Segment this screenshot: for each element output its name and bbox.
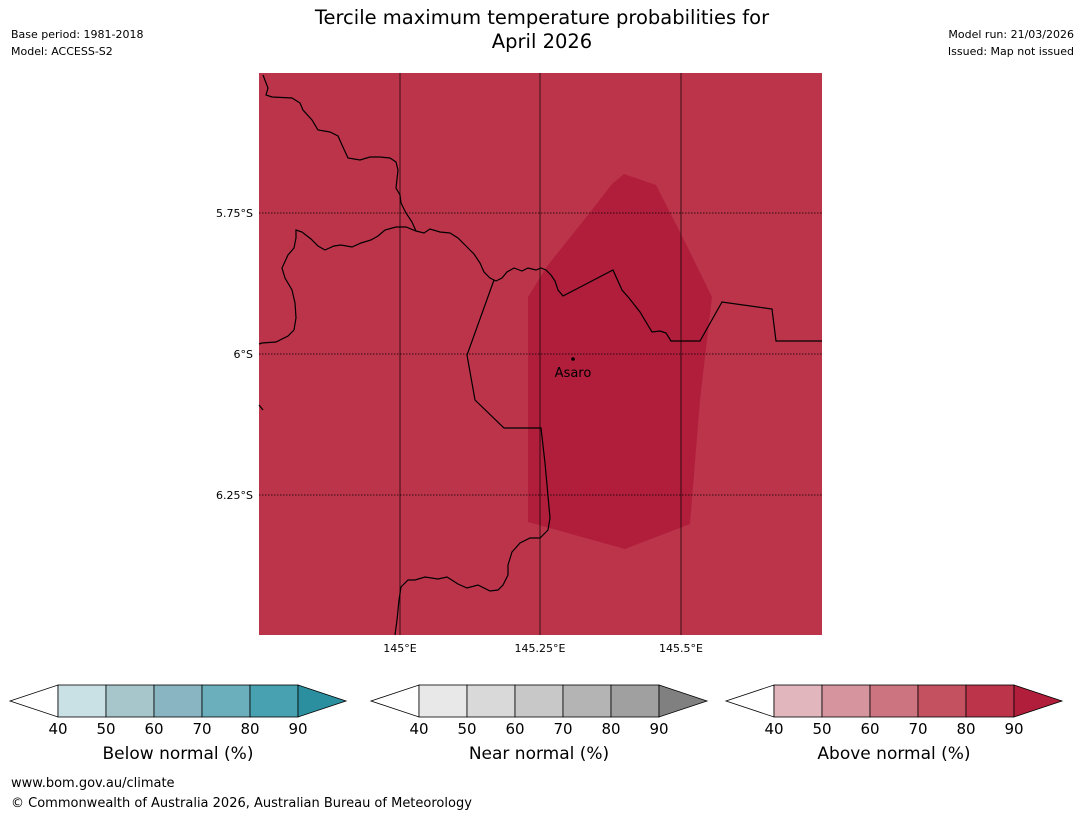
lon-label-145-5: 145.5°E bbox=[659, 642, 703, 655]
lat-label-6: 6°S bbox=[234, 348, 253, 361]
colorbar-tick-label: 70 bbox=[908, 720, 928, 738]
colorbar-tick-label: 60 bbox=[144, 720, 164, 738]
province-boundaries bbox=[258, 74, 822, 636]
colorbar-segment bbox=[562, 684, 612, 718]
metadata-left: Base period: 1981-2018 Model: ACCESS-S2 bbox=[11, 26, 143, 60]
colorbar-tick-label: 80 bbox=[956, 720, 976, 738]
model-run-text: Model run: 21/03/2026 bbox=[948, 28, 1074, 41]
footer: www.bom.gov.au/climate © Commonwealth of… bbox=[11, 774, 472, 814]
colorbar-above-normal: 40 50 60 70 80 90 Above normal (%) bbox=[724, 684, 1064, 774]
probability-map: Asaro 5.75°S 6°S 6.25°S 145°E 145.25°E 1… bbox=[216, 73, 822, 655]
footer-copyright: © Commonwealth of Australia 2026, Austra… bbox=[11, 796, 472, 811]
colorbar-segment bbox=[917, 684, 967, 718]
colorbar-title: Below normal (%) bbox=[102, 744, 254, 764]
colorbar-tick-label: 40 bbox=[764, 720, 784, 738]
colorbar-arrow-low bbox=[369, 684, 420, 718]
colorbar-below-normal: 40 50 60 70 80 90 Below normal (%) bbox=[8, 684, 348, 774]
colorbar-tick-label: 40 bbox=[48, 720, 68, 738]
colorbar-segment bbox=[57, 684, 107, 718]
colorbar-segment bbox=[418, 684, 468, 718]
lon-label-145-25: 145.25°E bbox=[515, 642, 566, 655]
base-period-text: Base period: 1981-2018 bbox=[11, 28, 144, 41]
title-line-2: April 2026 bbox=[491, 30, 593, 53]
colorbar-title: Near normal (%) bbox=[468, 744, 610, 764]
boundary-edge-west bbox=[258, 404, 264, 411]
colorbar-tick-label: 50 bbox=[812, 720, 832, 738]
place-label-asaro: Asaro bbox=[555, 366, 592, 381]
lon-label-145: 145°E bbox=[383, 642, 416, 655]
colorbar-tick-label: 50 bbox=[457, 720, 477, 738]
colorbar-segment bbox=[466, 684, 516, 718]
colorbar-tick-label: 80 bbox=[601, 720, 621, 738]
colorbar-segment bbox=[153, 684, 203, 718]
colorbar-segment bbox=[249, 684, 299, 718]
colorbar-segment bbox=[821, 684, 871, 718]
map-title: Tercile maximum temperature probabilitie… bbox=[242, 6, 842, 54]
colorbar-title: Above normal (%) bbox=[817, 744, 971, 764]
colorbar-segment bbox=[105, 684, 155, 718]
model-text: Model: ACCESS-S2 bbox=[11, 45, 113, 58]
colorbar-arrow-high bbox=[658, 684, 709, 718]
colorbar-arrow-low bbox=[8, 684, 59, 718]
colorbar-arrow-low bbox=[724, 684, 775, 718]
colorbar-swatches bbox=[724, 684, 1064, 718]
colorbar-tick-label: 90 bbox=[1004, 720, 1024, 738]
colorbar-segment bbox=[773, 684, 823, 718]
colorbar-arrow-high bbox=[1013, 684, 1064, 718]
colorbar-near-normal: 40 50 60 70 80 90 Near normal (%) bbox=[369, 684, 709, 774]
colorbar-tick-label: 90 bbox=[288, 720, 308, 738]
high-probability-region bbox=[528, 174, 712, 549]
boundary-western bbox=[258, 329, 295, 345]
colorbar-tick-label: 60 bbox=[505, 720, 525, 738]
colorbar-swatches bbox=[8, 684, 348, 718]
lat-label-5-75: 5.75°S bbox=[216, 207, 253, 220]
lat-label-6-25: 6.25°S bbox=[216, 489, 253, 502]
boundary-central bbox=[281, 226, 822, 342]
metadata-right: Model run: 21/03/2026 Issued: Map not is… bbox=[948, 26, 1074, 60]
colorbar-segment bbox=[610, 684, 660, 718]
footer-url: www.bom.gov.au/climate bbox=[11, 776, 175, 791]
colorbar-segment bbox=[869, 684, 919, 718]
colorbar-tick-label: 80 bbox=[240, 720, 260, 738]
colorbar-tick-label: 70 bbox=[553, 720, 573, 738]
colorbar-segment bbox=[201, 684, 251, 718]
boundary-north bbox=[262, 74, 417, 232]
colorbar-tick-label: 50 bbox=[96, 720, 116, 738]
colorbar-segment bbox=[965, 684, 1015, 718]
asaro-point bbox=[571, 357, 575, 361]
colorbar-segment bbox=[514, 684, 564, 718]
colorbar-swatches bbox=[369, 684, 709, 718]
graticule bbox=[259, 73, 822, 635]
colorbar-tick-label: 70 bbox=[192, 720, 212, 738]
colorbar-tick-label: 40 bbox=[409, 720, 429, 738]
issued-text: Issued: Map not issued bbox=[947, 45, 1074, 58]
colorbar-tick-label: 60 bbox=[860, 720, 880, 738]
title-line-1: Tercile maximum temperature probabilitie… bbox=[314, 6, 770, 29]
colorbar-arrow-high bbox=[297, 684, 348, 718]
colorbar-tick-label: 90 bbox=[649, 720, 669, 738]
boundary-southern bbox=[394, 279, 551, 636]
